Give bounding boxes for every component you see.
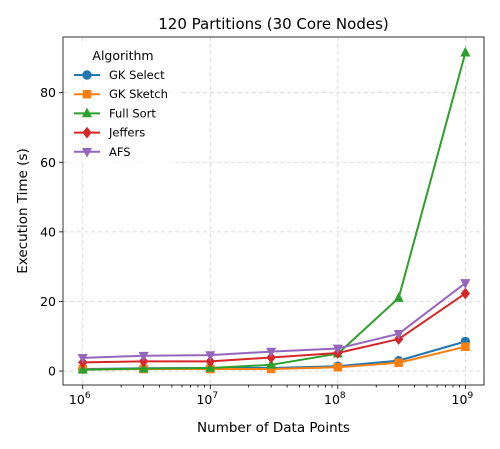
x-tick-label: 107 (196, 391, 218, 407)
data-point-afs (205, 351, 216, 361)
series-layer (77, 46, 471, 374)
legend-marker (82, 126, 92, 139)
chart-title: 120 Partitions (30 Core Nodes) (158, 15, 389, 33)
data-point-afs (77, 353, 88, 364)
y-tick-label: 60 (40, 155, 56, 170)
legend-marker (82, 89, 92, 99)
axis-ticks: 0 20 40 60 80 106 107 108 109 (40, 85, 473, 407)
data-point-full-sort (393, 292, 404, 302)
data-point-jeffers (205, 355, 215, 368)
series-full-sort (77, 46, 471, 374)
data-point-full-sort (266, 358, 277, 369)
data-point-full-sort (460, 46, 471, 57)
legend-item-jeffers: Jeffers (74, 126, 145, 140)
series-line-afs (82, 282, 466, 359)
y-axis-label: Execution Time (s) (15, 148, 31, 273)
data-point-jeffers (460, 287, 470, 300)
data-point-gk-sketch (333, 362, 343, 372)
legend-marker (81, 107, 93, 118)
legend-item-full-sort: Full Sort (74, 106, 156, 120)
data-point-afs (332, 344, 343, 355)
y-tick-label: 80 (40, 85, 56, 100)
data-point-afs (266, 347, 277, 358)
y-tick-label: 20 (40, 294, 56, 309)
legend-label: GK Select (109, 68, 165, 82)
x-axis-label: Number of Data Points (197, 420, 350, 436)
legend-marker (82, 70, 92, 80)
data-point-afs (393, 329, 404, 340)
x-tick-label: 108 (324, 391, 346, 407)
data-point-gk-sketch (461, 342, 470, 352)
legend-label: AFS (109, 145, 131, 159)
x-tick-label: 106 (69, 391, 91, 407)
legend: Algorithm GK Select GK Sketch Full Sort Jef… (68, 43, 178, 163)
y-tick-label: 0 (48, 364, 56, 379)
data-point-afs (460, 279, 471, 289)
data-point-full-sort (205, 362, 216, 372)
legend-item-gk-select: GK Select (74, 68, 165, 82)
x-tick-label: 109 (452, 391, 474, 407)
legend-item-afs: AFS (74, 145, 131, 159)
series-afs (77, 279, 471, 364)
y-tick-label: 40 (40, 224, 56, 239)
legend-label: GK Sketch (109, 87, 168, 101)
data-point-gk-sketch (394, 358, 403, 368)
legend-label: Full Sort (109, 106, 156, 120)
data-point-full-sort (138, 362, 149, 373)
plot-frame (62, 36, 485, 386)
data-point-afs (138, 351, 149, 362)
legend-label: Jeffers (108, 126, 145, 140)
data-point-full-sort (77, 363, 88, 374)
legend-marker (81, 147, 93, 158)
legend-title: Algorithm (92, 48, 153, 63)
legend-item-gk-sketch: GK Sketch (74, 87, 168, 101)
